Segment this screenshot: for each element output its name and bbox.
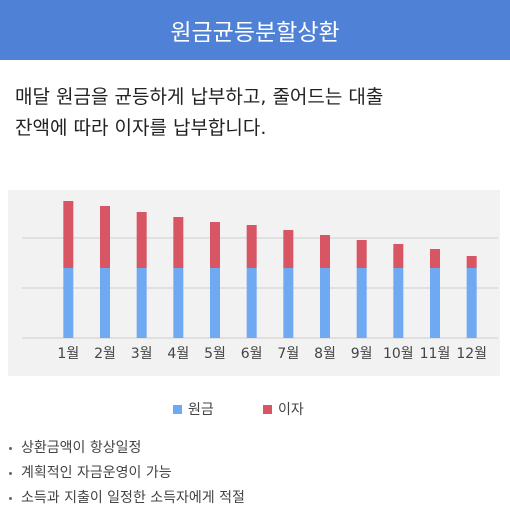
bullet-item: 상환금액이 항상일정: [6, 436, 245, 461]
bar-segment: [100, 268, 110, 338]
bar-segment: [246, 225, 257, 268]
bullet-text: 소득과 지출이 일정한 소득자에게 적절: [21, 490, 245, 506]
bar-segment: [173, 217, 184, 268]
bullet-text: 계획적인 자금운영이 가능: [21, 465, 172, 481]
bar-segment: [210, 222, 220, 268]
bullet-item: 소득과 지출이 일정한 소득자에게 적절: [6, 486, 245, 511]
bar-segment: [63, 201, 74, 268]
bar-segment: [466, 268, 477, 338]
bar-segment: [136, 268, 147, 338]
header-title: 원금균등분할상환: [170, 20, 340, 46]
description-line: 잔액에 따라 이자를 납부합니다.: [15, 117, 267, 139]
bar-segment: [356, 268, 367, 338]
x-tick-label: 7월: [277, 346, 299, 362]
bullet-item: 계획적인 자금운영이 가능: [6, 461, 245, 486]
header: 원금균등분할상환: [0, 0, 510, 60]
bar-segment: [393, 268, 404, 338]
bar-segment: [430, 268, 440, 338]
legend-label: 이자: [278, 402, 304, 418]
bar-segment: [63, 268, 74, 338]
bar-segment: [320, 235, 330, 268]
bullet-dot: [9, 472, 12, 475]
bar-segment: [246, 268, 257, 338]
bar-segment: [136, 212, 147, 268]
legend-swatch: [263, 405, 272, 414]
bar-segment: [393, 244, 404, 268]
description-line: 매달 원금을 균등하게 납부하고, 줄어드는 대출: [15, 86, 384, 108]
x-tick-label: 10월: [383, 346, 414, 362]
bar-segment: [466, 256, 477, 268]
legend-label: 원금: [188, 402, 214, 418]
legend-swatch: [173, 405, 182, 414]
x-tick-label: 12월: [456, 346, 487, 362]
x-tick-label: 4월: [167, 346, 189, 362]
bar-segment: [210, 268, 220, 338]
bullet-dot: [9, 447, 12, 450]
x-tick-label: 2월: [94, 346, 116, 362]
x-tick-label: 8월: [314, 346, 336, 362]
bullet-dot: [9, 497, 12, 500]
bullet-list: 상환금액이 항상일정 계획적인 자금운영이 가능 소득과 지출이 일정한 소득자…: [6, 436, 245, 511]
bullet-text: 상환금액이 항상일정: [21, 440, 142, 456]
bar-segment: [430, 249, 440, 268]
x-tick-label: 1월: [57, 346, 79, 362]
bar-segment: [320, 268, 330, 338]
bar-segment: [283, 268, 294, 338]
bar-segment: [173, 268, 184, 338]
bar-segment: [100, 206, 110, 268]
bar-segment: [283, 230, 294, 268]
description: 매달 원금을 균등하게 납부하고, 줄어드는 대출 잔액에 따라 이자를 납부합…: [15, 82, 495, 144]
x-tick-label: 11월: [420, 346, 451, 362]
x-tick-label: 9월: [351, 346, 373, 362]
x-tick-label: 3월: [131, 346, 153, 362]
x-tick-label: 6월: [241, 346, 263, 362]
bar-segment: [356, 240, 367, 268]
x-tick-label: 5월: [204, 346, 226, 362]
